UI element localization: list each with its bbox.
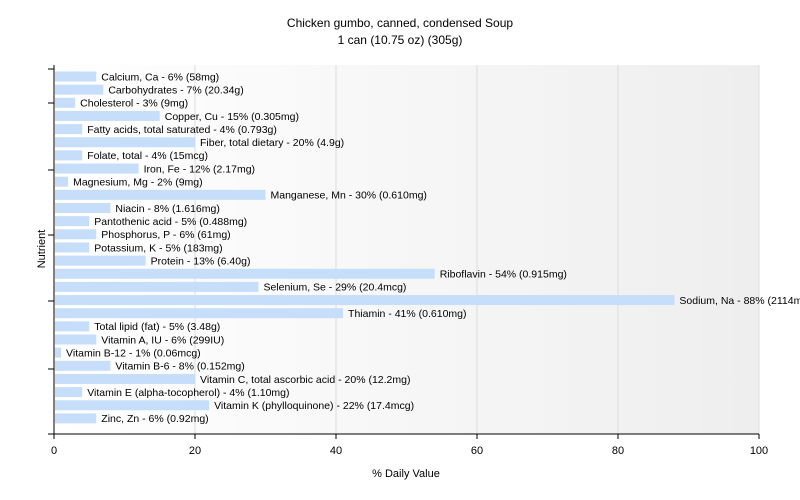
bar-label: Riboflavin - 54% (0.915mg) [440, 269, 567, 281]
bar [55, 71, 97, 82]
bar [55, 387, 83, 398]
bar-label: Calcium, Ca - 6% (58mg) [101, 71, 219, 83]
bar [55, 400, 210, 411]
x-tick-label: 80 [612, 445, 624, 457]
bar-label: Manganese, Mn - 30% (0.610mg) [271, 190, 427, 202]
bar-label: Copper, Cu - 15% (0.305mg) [165, 111, 299, 123]
bar-label: Phosphorus, P - 6% (61mg) [101, 229, 230, 241]
chart-title: Chicken gumbo, canned, condensed Soup [287, 16, 513, 30]
bar-label: Vitamin E (alpha-tocopherol) - 4% (1.10m… [87, 387, 289, 399]
bar [55, 321, 90, 332]
bar-label: Sodium, Na - 88% (2114mg) [679, 295, 800, 307]
gridlines [194, 65, 760, 434]
bar [55, 137, 195, 148]
bar [55, 360, 111, 371]
bar [55, 255, 146, 266]
bar-label: Total lipid (fat) - 5% (3.48g) [94, 321, 220, 333]
x-tick-label: 20 [189, 445, 201, 457]
bar-label: Vitamin B-12 - 1% (0.06mcg) [66, 347, 201, 359]
bar [55, 176, 69, 187]
bar [55, 281, 259, 292]
bar-label: Protein - 13% (6.40g) [151, 255, 251, 267]
bar-label: Pantothenic acid - 5% (0.488mg) [94, 216, 247, 228]
y-axis-label: Nutrient [36, 230, 48, 269]
x-tick-label: 60 [471, 445, 483, 457]
x-ticks: 0 20 40 60 80 100 [51, 434, 768, 457]
bar-label: Vitamin K (phylloquinone) - 22% (17.4mcg… [214, 400, 414, 412]
bar [55, 308, 344, 319]
x-tick-label: 100 [750, 445, 768, 457]
bar [55, 124, 83, 135]
bar-label: Zinc, Zn - 6% (0.92mg) [101, 413, 208, 425]
bar [55, 295, 675, 306]
bar-label: Folate, total - 4% (15mcg) [87, 150, 208, 162]
bar [55, 268, 435, 279]
bar-label: Niacin - 8% (1.616mg) [115, 203, 219, 215]
bar-label: Fiber, total dietary - 20% (4.9g) [200, 137, 344, 149]
bar-label: Iron, Fe - 12% (2.17mg) [144, 163, 255, 175]
bar [55, 163, 139, 174]
bar [55, 84, 104, 95]
bar [55, 110, 160, 121]
bar-label: Thiamin - 41% (0.610mg) [348, 308, 466, 320]
x-axis-label: % Daily Value [372, 468, 440, 480]
bar-label: Vitamin B-6 - 8% (0.152mg) [115, 361, 244, 373]
bar [55, 150, 83, 161]
bar-label: Selenium, Se - 29% (20.4mcg) [263, 282, 406, 294]
bar [55, 229, 97, 240]
bar-label: Magnesium, Mg - 2% (9mg) [73, 177, 203, 189]
bar-label: Vitamin A, IU - 6% (299IU) [101, 334, 224, 346]
bar-label: Fatty acids, total saturated - 4% (0.793… [87, 124, 277, 136]
bar [55, 216, 90, 227]
bar-label: Potassium, K - 5% (183mg) [94, 242, 222, 254]
bar [55, 97, 76, 108]
bar [55, 189, 266, 200]
bar-label: Carbohydrates - 7% (20.34g) [108, 84, 243, 96]
x-tick-label: 0 [51, 445, 57, 457]
bar-label: Cholesterol - 3% (9mg) [80, 98, 188, 110]
bars: Calcium, Ca - 6% (58mg)Carbohydrates - 7… [55, 71, 800, 425]
plot-background [54, 65, 759, 434]
bar [55, 203, 111, 213]
axes [48, 65, 759, 435]
bar [55, 413, 97, 424]
bar-label: Vitamin C, total ascorbic acid - 20% (12… [200, 374, 410, 386]
chart-subtitle: 1 can (10.75 oz) (305g) [338, 33, 463, 47]
bar [55, 242, 90, 253]
bar [55, 334, 97, 345]
bar [55, 373, 195, 384]
bar [55, 347, 62, 358]
x-tick-label: 40 [330, 445, 342, 457]
